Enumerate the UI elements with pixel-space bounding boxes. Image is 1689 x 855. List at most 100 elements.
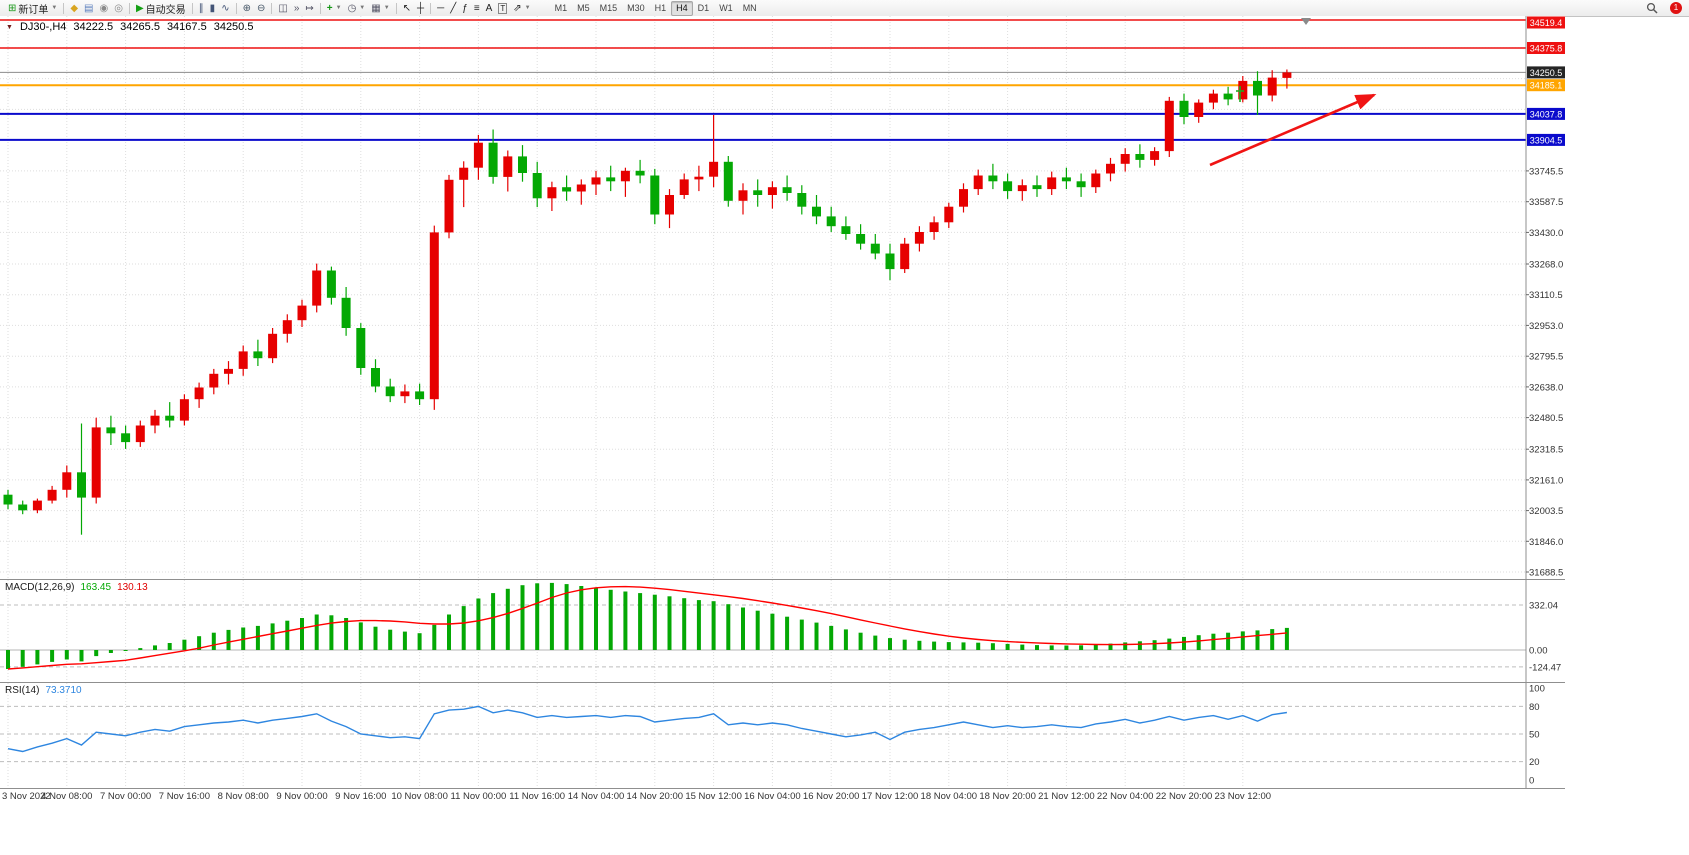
macd-signal-value: 130.13: [117, 582, 148, 593]
timeframe-m15[interactable]: M15: [599, 2, 618, 13]
candle: [47, 485, 57, 504]
candle: [3, 489, 13, 510]
indicators-button[interactable]: + ▼: [324, 1, 345, 15]
timeframe-w1[interactable]: W1: [719, 2, 733, 13]
candlestick-icon: ▮: [209, 2, 216, 14]
trendline-button[interactable]: ╱: [447, 1, 459, 15]
svg-text:34037.8: 34037.8: [1530, 109, 1563, 119]
tile-windows-icon: ◫: [278, 2, 288, 14]
svg-text:-124.47: -124.47: [1529, 662, 1561, 673]
time-label: 18 Nov 04:00: [920, 791, 978, 802]
toolbar-separator: [430, 2, 432, 14]
rsi-svg[interactable]: 100 80 50 20 0: [0, 683, 1565, 788]
toolbar-separator: [271, 2, 273, 14]
hline-button[interactable]: ─: [434, 1, 447, 15]
timeframe-h4[interactable]: H4: [671, 0, 693, 16]
chart-shift-marker[interactable]: [1301, 18, 1311, 25]
data-window-button[interactable]: ▤: [81, 1, 96, 15]
time-label: 15 Nov 12:00: [685, 791, 742, 802]
periods-button[interactable]: ◷ ▼: [345, 1, 369, 15]
candle: [459, 161, 469, 208]
buy-marker[interactable]: [1236, 86, 1244, 102]
fibonacci-button[interactable]: ƒ: [459, 1, 471, 15]
candle: [797, 185, 807, 215]
macd-svg[interactable]: 332.04 0.00 -124.47: [0, 580, 1565, 682]
candle: [429, 225, 439, 410]
time-label: 17 Nov 12:00: [861, 791, 919, 802]
svg-text:0.00: 0.00: [1529, 646, 1548, 657]
templates-icon: ▦: [371, 2, 381, 14]
timeframe-group: M1 M5 M15 M30 H1 H4 D1 W1 MN: [550, 0, 762, 16]
rsi-line: [7, 705, 1288, 753]
svg-text:0: 0: [1529, 776, 1534, 787]
candle: [253, 339, 263, 366]
fibonacci-icon: ƒ: [462, 2, 468, 14]
candle: [576, 179, 586, 205]
candle: [856, 224, 866, 250]
main-chart-svg[interactable]: 33745.5 33587.5 33430.0 33268.0 33110.5 32953…: [0, 16, 1565, 579]
periods-icon: ◷: [347, 2, 357, 14]
notification-badge[interactable]: 1: [1670, 2, 1682, 14]
auto-scroll-button[interactable]: »: [291, 1, 303, 15]
bar-chart-button[interactable]: ∥: [196, 1, 207, 15]
timeframe-d1[interactable]: D1: [697, 2, 710, 13]
candle: [767, 181, 777, 209]
search-button[interactable]: [1643, 1, 1661, 15]
terminal-button[interactable]: ◎: [111, 1, 126, 15]
candle: [532, 161, 542, 208]
candle: [385, 378, 395, 403]
rsi-grid: 100 80 50 20 0: [0, 683, 1545, 788]
candle: [1267, 70, 1277, 102]
navigator-button[interactable]: ◉: [97, 1, 112, 15]
candle: [341, 287, 351, 336]
templates-button[interactable]: ▦ ▼: [368, 1, 392, 15]
timeframe-mn[interactable]: MN: [742, 2, 757, 13]
chevron-down-icon: ▼: [335, 5, 342, 11]
chevron-down-icon: ▼: [383, 5, 390, 11]
arrows-button[interactable]: ⇗ ▼: [510, 1, 533, 15]
svg-text:100: 100: [1529, 684, 1545, 695]
candle: [473, 134, 483, 180]
timeframe-h1[interactable]: H1: [654, 2, 667, 13]
candle: [415, 383, 425, 405]
candle: [400, 384, 410, 404]
zoom-in-button[interactable]: ⊕: [240, 1, 254, 15]
svg-text:33268.0: 33268.0: [1529, 260, 1563, 271]
candlestick-button[interactable]: ▮: [207, 1, 219, 15]
tile-windows-button[interactable]: ◫: [275, 1, 290, 15]
timeframe-m5[interactable]: M5: [577, 2, 590, 13]
chart-shift-icon: ↦: [305, 2, 314, 14]
market-watch-button[interactable]: ◆: [67, 1, 81, 15]
candle: [518, 145, 527, 182]
zoom-out-button[interactable]: ⊖: [254, 1, 268, 15]
chart-menu-icon[interactable]: ▼: [6, 23, 13, 31]
crosshair-button[interactable]: ┼: [414, 1, 427, 15]
timeframe-m1[interactable]: M1: [554, 2, 568, 13]
channels-button[interactable]: ≡: [471, 1, 483, 15]
candle: [944, 202, 954, 229]
candle: [1091, 169, 1101, 193]
time-axis[interactable]: 3 Nov 2022 4 Nov 08:00 7 Nov 00:00 7 Nov 16…: [0, 790, 1565, 806]
candle: [194, 382, 204, 408]
trend-arrow[interactable]: [1209, 93, 1377, 167]
candle: [562, 175, 572, 201]
chart-shift-button[interactable]: ↦: [302, 1, 316, 15]
candle: [1003, 173, 1013, 199]
candle: [973, 169, 983, 195]
text-button[interactable]: A: [483, 1, 496, 15]
candle: [77, 423, 86, 535]
time-label: 7 Nov 16:00: [158, 791, 211, 802]
candle: [1076, 173, 1086, 197]
macd-panel-separator[interactable]: [0, 579, 1565, 580]
svg-text:32003.5: 32003.5: [1529, 506, 1563, 517]
autotrading-button[interactable]: ▶ 自动交易: [133, 1, 189, 16]
hline-icon: ─: [437, 2, 445, 14]
time-label: 7 Nov 00:00: [99, 791, 152, 802]
zoom-in-icon: ⊕: [242, 2, 251, 14]
cursor-button[interactable]: ↖: [400, 1, 414, 15]
text-label-button[interactable]: T: [495, 1, 510, 15]
rsi-panel-separator[interactable]: [0, 682, 1565, 683]
timeframe-m30[interactable]: M30: [627, 2, 645, 13]
new-order-button[interactable]: ⊞ 新订单 ▼: [5, 1, 60, 16]
line-chart-button[interactable]: ∿: [218, 1, 232, 15]
